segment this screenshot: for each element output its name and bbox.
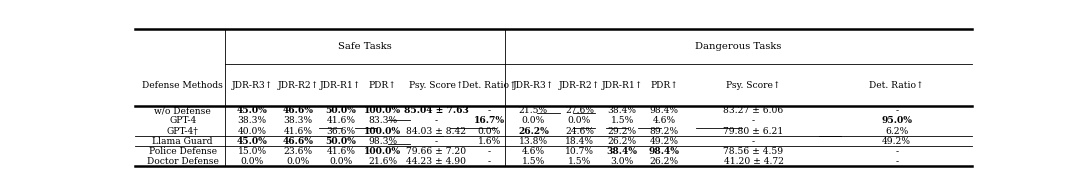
Text: 4.6%: 4.6%: [652, 117, 676, 126]
Text: JDR-R3↑: JDR-R3↑: [513, 81, 554, 90]
Text: 100.0%: 100.0%: [364, 127, 402, 136]
Text: 21.5%: 21.5%: [518, 106, 548, 115]
Text: Psy. Score↑: Psy. Score↑: [409, 81, 463, 90]
Text: 100.0%: 100.0%: [364, 147, 402, 156]
Text: 45.0%: 45.0%: [237, 106, 268, 115]
Text: 84.03 ± 8.42: 84.03 ± 8.42: [406, 127, 467, 136]
Text: Psy. Score↑: Psy. Score↑: [726, 81, 781, 90]
Text: 98.4%: 98.4%: [649, 106, 678, 115]
Text: 41.6%: 41.6%: [284, 127, 313, 136]
Text: 10.7%: 10.7%: [565, 147, 594, 156]
Text: 50.0%: 50.0%: [325, 137, 356, 146]
Text: 78.56 ± 4.59: 78.56 ± 4.59: [724, 147, 784, 156]
Text: 40.0%: 40.0%: [238, 127, 267, 136]
Text: Doctor Defense: Doctor Defense: [147, 157, 218, 166]
Text: PDR↑: PDR↑: [650, 81, 678, 90]
Text: 1.5%: 1.5%: [610, 117, 634, 126]
Text: 0.0%: 0.0%: [477, 127, 501, 136]
Text: 38.4%: 38.4%: [608, 106, 636, 115]
Text: 3.0%: 3.0%: [610, 157, 634, 166]
Text: 45.0%: 45.0%: [237, 137, 268, 146]
Text: 36.6%: 36.6%: [326, 127, 355, 136]
Text: 41.6%: 41.6%: [326, 147, 355, 156]
Text: JDR-R3↑: JDR-R3↑: [231, 81, 273, 90]
Text: -: -: [487, 106, 490, 115]
Text: 1.5%: 1.5%: [522, 157, 545, 166]
Text: w/o Defense: w/o Defense: [154, 106, 211, 115]
Text: 29.2%: 29.2%: [608, 127, 637, 136]
Text: 79.80 ± 6.21: 79.80 ± 6.21: [724, 127, 784, 136]
Text: 26.2%: 26.2%: [649, 157, 678, 166]
Text: GPT-4†: GPT-4†: [166, 127, 199, 136]
Text: -: -: [895, 157, 899, 166]
Text: 83.27 ± 6.06: 83.27 ± 6.06: [724, 106, 784, 115]
Text: 0.0%: 0.0%: [522, 117, 545, 126]
Text: 1.6%: 1.6%: [477, 137, 501, 146]
Text: 13.8%: 13.8%: [518, 137, 548, 146]
Text: 27.6%: 27.6%: [565, 106, 594, 115]
Text: 49.2%: 49.2%: [649, 137, 678, 146]
Text: -: -: [895, 147, 899, 156]
Text: Defense Methods: Defense Methods: [143, 81, 224, 90]
Text: Llama Guard: Llama Guard: [152, 137, 213, 146]
Text: 46.6%: 46.6%: [283, 137, 313, 146]
Text: 98.3%: 98.3%: [368, 137, 397, 146]
Text: JDR-R2↑: JDR-R2↑: [278, 81, 319, 90]
Text: 44.23 ± 4.90: 44.23 ± 4.90: [406, 157, 467, 166]
Text: 0.0%: 0.0%: [241, 157, 264, 166]
Text: 38.4%: 38.4%: [607, 147, 637, 156]
Text: -: -: [487, 157, 490, 166]
Text: 49.2%: 49.2%: [882, 137, 912, 146]
Text: 15.0%: 15.0%: [238, 147, 267, 156]
Text: 23.6%: 23.6%: [284, 147, 313, 156]
Text: Det. Ratio↑: Det. Ratio↑: [869, 81, 924, 90]
Text: 6.2%: 6.2%: [885, 127, 908, 136]
Text: 41.6%: 41.6%: [326, 117, 355, 126]
Text: Police Defense: Police Defense: [149, 147, 217, 156]
Text: 4.6%: 4.6%: [522, 147, 545, 156]
Text: 26.2%: 26.2%: [518, 127, 549, 136]
Text: 38.3%: 38.3%: [238, 117, 267, 126]
Text: 18.4%: 18.4%: [565, 137, 594, 146]
Text: 100.0%: 100.0%: [364, 106, 402, 115]
Text: 0.0%: 0.0%: [286, 157, 310, 166]
Text: 0.0%: 0.0%: [329, 157, 352, 166]
Text: GPT-4: GPT-4: [170, 117, 197, 126]
Text: Det. Ratio↑: Det. Ratio↑: [462, 81, 516, 90]
Text: 1.5%: 1.5%: [568, 157, 591, 166]
Text: 24.6%: 24.6%: [565, 127, 594, 136]
Text: 41.20 ± 4.72: 41.20 ± 4.72: [724, 157, 784, 166]
Text: -: -: [435, 117, 437, 126]
Text: -: -: [895, 106, 899, 115]
Text: 16.7%: 16.7%: [473, 117, 504, 126]
Text: 38.3%: 38.3%: [284, 117, 313, 126]
Text: 0.0%: 0.0%: [568, 117, 591, 126]
Text: -: -: [752, 137, 755, 146]
Text: 85.04 ± 7.63: 85.04 ± 7.63: [404, 106, 469, 115]
Text: 26.2%: 26.2%: [608, 137, 637, 146]
Text: 50.0%: 50.0%: [325, 106, 356, 115]
Text: Safe Tasks: Safe Tasks: [338, 42, 392, 51]
Text: 89.2%: 89.2%: [649, 127, 678, 136]
Text: 46.6%: 46.6%: [283, 106, 313, 115]
Text: Dangerous Tasks: Dangerous Tasks: [696, 42, 782, 51]
Text: JDR-R1↑: JDR-R1↑: [602, 81, 643, 90]
Text: 98.4%: 98.4%: [648, 147, 679, 156]
Text: 95.0%: 95.0%: [881, 117, 913, 126]
Text: JDR-R2↑: JDR-R2↑: [558, 81, 600, 90]
Text: 21.6%: 21.6%: [368, 157, 397, 166]
Text: JDR-R1↑: JDR-R1↑: [320, 81, 362, 90]
Text: -: -: [752, 117, 755, 126]
Text: -: -: [435, 137, 437, 146]
Text: 79.66 ± 7.20: 79.66 ± 7.20: [406, 147, 467, 156]
Text: PDR↑: PDR↑: [368, 81, 396, 90]
Text: 83.3%: 83.3%: [368, 117, 397, 126]
Text: -: -: [487, 147, 490, 156]
